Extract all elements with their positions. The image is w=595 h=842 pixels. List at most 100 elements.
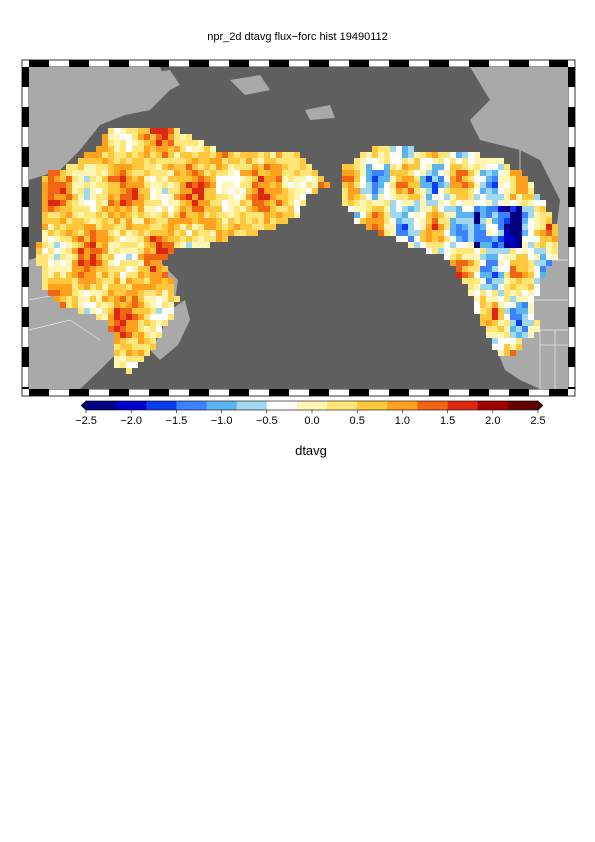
data-cell <box>510 224 516 230</box>
data-cell <box>108 260 114 266</box>
data-cell <box>252 206 258 212</box>
data-cell <box>426 224 432 230</box>
data-cell <box>522 176 528 182</box>
data-cell <box>120 164 126 170</box>
data-cell <box>66 170 72 176</box>
data-cell <box>126 218 132 224</box>
data-cell <box>528 242 534 248</box>
data-cell <box>450 158 456 164</box>
data-cell <box>552 230 558 236</box>
data-cell <box>288 194 294 200</box>
data-cell <box>156 320 162 326</box>
data-cell <box>228 188 234 194</box>
data-cell <box>486 278 492 284</box>
data-cell <box>144 176 150 182</box>
frame-tick <box>568 107 575 127</box>
data-cell <box>120 236 126 242</box>
data-cell <box>480 200 486 206</box>
data-cell <box>36 254 42 260</box>
data-cell <box>522 194 528 200</box>
data-cell <box>144 260 150 266</box>
data-cell <box>384 188 390 194</box>
data-cell <box>168 248 174 254</box>
data-cell <box>150 176 156 182</box>
data-cell <box>108 176 114 182</box>
data-cell <box>522 290 528 296</box>
data-cell <box>516 248 522 254</box>
data-cell <box>216 236 222 242</box>
data-cell <box>534 266 540 272</box>
data-cell <box>522 320 528 326</box>
data-cell <box>450 206 456 212</box>
data-cell <box>72 188 78 194</box>
data-cell <box>174 236 180 242</box>
data-cell <box>540 230 546 236</box>
data-cell <box>294 152 300 158</box>
data-cell <box>504 308 510 314</box>
data-cell <box>504 236 510 242</box>
data-cell <box>396 212 402 218</box>
data-cell <box>456 218 462 224</box>
data-cell <box>414 188 420 194</box>
frame-tick <box>22 227 29 247</box>
data-cell <box>294 182 300 188</box>
data-cell <box>462 200 468 206</box>
data-cell <box>540 242 546 248</box>
colorbar-min-arrow <box>80 400 87 411</box>
data-cell <box>498 236 504 242</box>
data-cell <box>402 236 408 242</box>
data-cell <box>108 278 114 284</box>
data-cell <box>390 194 396 200</box>
data-cell <box>408 236 414 242</box>
data-cell <box>132 344 138 350</box>
data-cell <box>408 206 414 212</box>
data-cell <box>114 308 120 314</box>
data-cell <box>84 170 90 176</box>
data-cell <box>48 182 54 188</box>
data-cell <box>54 260 60 266</box>
data-cell <box>132 140 138 146</box>
data-cell <box>474 194 480 200</box>
data-cell <box>84 206 90 212</box>
data-cell <box>492 284 498 290</box>
data-cell <box>252 176 258 182</box>
data-cell <box>402 224 408 230</box>
data-cell <box>456 200 462 206</box>
data-cell <box>234 188 240 194</box>
data-cell <box>456 248 462 254</box>
data-cell <box>258 164 264 170</box>
colorbar-tick-label: −2.0 <box>120 415 142 427</box>
data-cell <box>480 266 486 272</box>
data-cell <box>150 140 156 146</box>
data-cell <box>174 164 180 170</box>
data-cell <box>252 152 258 158</box>
data-cell <box>510 272 516 278</box>
data-cell <box>462 272 468 278</box>
data-cell <box>426 170 432 176</box>
data-cell <box>204 158 210 164</box>
data-cell <box>138 284 144 290</box>
data-cell <box>276 194 282 200</box>
data-cell <box>54 230 60 236</box>
data-cell <box>444 212 450 218</box>
data-cell <box>132 326 138 332</box>
data-cell <box>150 266 156 272</box>
data-cell <box>246 176 252 182</box>
data-cell <box>366 206 372 212</box>
data-cell <box>126 224 132 230</box>
data-cell <box>66 212 72 218</box>
data-cell <box>228 176 234 182</box>
data-cell <box>372 182 378 188</box>
data-cell <box>78 260 84 266</box>
frame-tick <box>29 60 49 67</box>
colorbar-cell <box>327 401 358 410</box>
data-cell <box>258 218 264 224</box>
data-cell <box>498 296 504 302</box>
data-cell <box>114 206 120 212</box>
data-cell <box>120 206 126 212</box>
data-cell <box>498 212 504 218</box>
data-cell <box>162 140 168 146</box>
data-cell <box>192 182 198 188</box>
data-cell <box>420 200 426 206</box>
data-cell <box>120 296 126 302</box>
